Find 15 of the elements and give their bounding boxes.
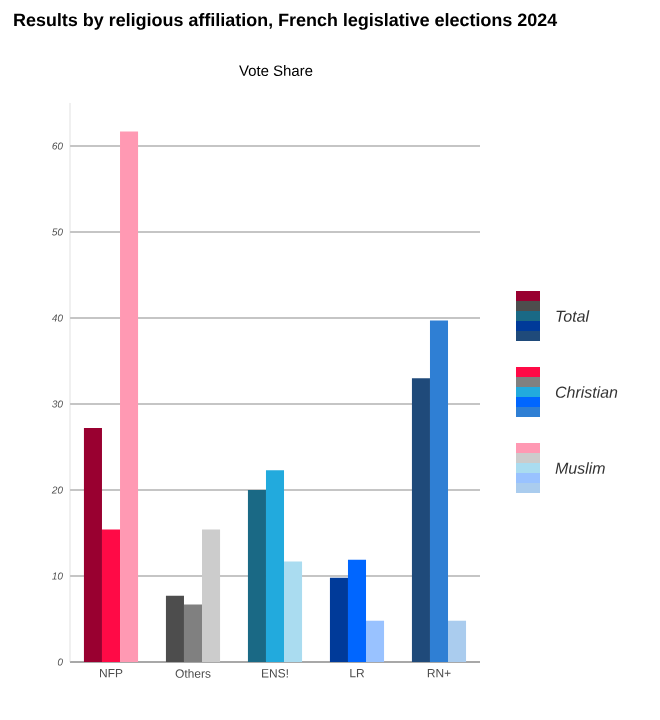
bar (329, 577, 348, 662)
bar (101, 529, 121, 662)
bar (202, 529, 221, 662)
bar (429, 320, 449, 662)
bar (265, 470, 285, 662)
bar (448, 620, 467, 662)
bar (411, 378, 430, 662)
bar (366, 620, 385, 662)
bar (165, 595, 184, 662)
bar (347, 559, 367, 662)
bar (284, 561, 303, 662)
bar (83, 428, 102, 662)
chart-title: Results by religious affiliation, French legislative elections 2024 (14, 13, 558, 30)
bar (120, 131, 139, 662)
bar (247, 490, 266, 662)
